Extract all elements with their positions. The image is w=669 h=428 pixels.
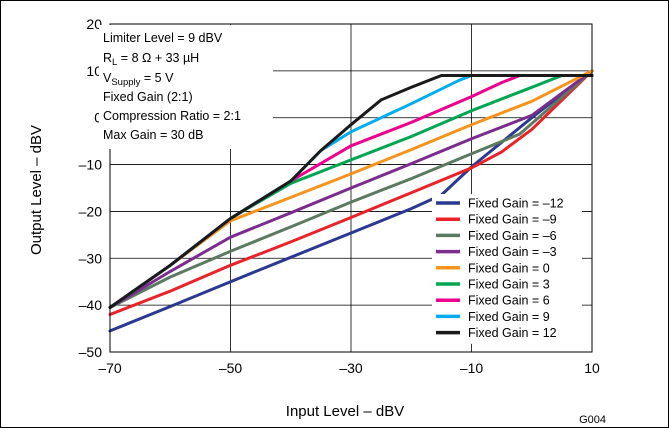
note-limiter-level: Limiter Level = 9 dBV — [103, 31, 223, 45]
y-tick-label: 20 — [86, 16, 102, 32]
legend-label: Fixed Gain = –12 — [468, 197, 564, 211]
legend-label: Fixed Gain = 3 — [468, 278, 550, 292]
plot-border — [109, 23, 593, 353]
y-tick-label: –20 — [79, 203, 103, 219]
legend-label: Fixed Gain = 9 — [468, 310, 550, 324]
series-line — [108, 69, 594, 309]
series-line — [108, 69, 594, 316]
legend-label: Fixed Gain = 0 — [468, 261, 550, 275]
x-tick-label: –50 — [219, 360, 243, 376]
note-max-gain: Max Gain = 30 dB — [103, 128, 203, 142]
x-tick-label: –70 — [98, 360, 122, 376]
legend-label: Fixed Gain = –3 — [468, 245, 557, 259]
legend-label: Fixed Gain = –9 — [468, 213, 557, 227]
series-line — [108, 74, 594, 309]
figure-id: G004 — [579, 414, 606, 426]
y-tick-label: –50 — [79, 344, 103, 360]
note-load: RL = 8 Ω + 33 µH — [103, 51, 199, 68]
x-tick-label: –30 — [339, 360, 363, 376]
y-axis-title: Output Level – dBV — [28, 125, 45, 255]
series-line — [108, 69, 594, 309]
x-axis-title: Input Level – dBV — [286, 403, 404, 420]
x-tick-label: 10 — [584, 360, 600, 376]
legend-label: Fixed Gain = 12 — [468, 326, 557, 340]
series-lines — [108, 69, 594, 333]
x-tick-label: –10 — [460, 360, 484, 376]
note-compression-ratio: Compression Ratio = 2:1 — [103, 109, 241, 123]
y-tick-label: –40 — [79, 297, 103, 313]
legend-label: Fixed Gain = 6 — [468, 294, 550, 308]
conditions-box: Limiter Level = 9 dBV RL = 8 Ω + 33 µH V… — [99, 25, 273, 149]
note-supply: VSupply = 5 V — [103, 71, 174, 88]
y-tick-label: 10 — [86, 63, 102, 79]
legend-label: Fixed Gain = –6 — [468, 229, 557, 243]
y-tick-label: –30 — [79, 250, 103, 266]
y-tick-label: 0 — [94, 110, 102, 126]
note-fixed-gain: Fixed Gain (2:1) — [103, 90, 193, 104]
legend: Fixed Gain = –12 Fixed Gain = –9 Fixed Gai… — [432, 194, 582, 344]
y-tick-label: –10 — [79, 157, 103, 173]
